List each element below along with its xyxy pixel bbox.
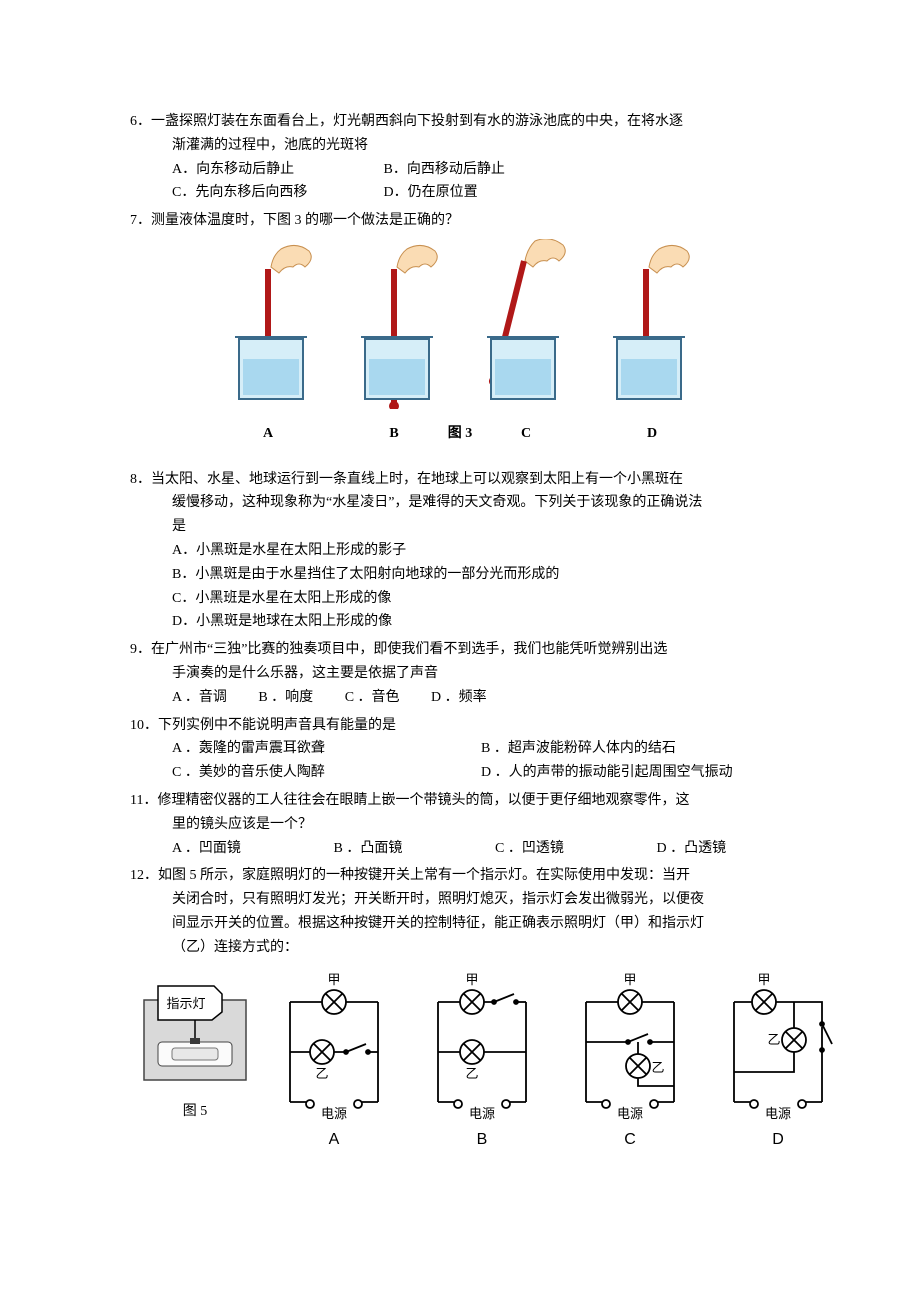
q9-stem-2: 手演奏的是什么乐器，这主要是依据了声音 bbox=[130, 662, 790, 686]
q8-option-c: C．小黑班是水星在太阳上形成的像 bbox=[130, 587, 790, 611]
question-7: 7．测量液体温度时，下图 3 的哪一个做法是正确的？ bbox=[130, 209, 790, 233]
svg-text:电源: 电源 bbox=[321, 1106, 347, 1121]
q9-number: 9． bbox=[130, 642, 151, 657]
q11-stem-2: 里的镜头应该是一个？ bbox=[130, 813, 790, 837]
svg-text:甲: 甲 bbox=[623, 972, 636, 987]
svg-text:乙: 乙 bbox=[651, 1060, 664, 1075]
figure-3-panel-a bbox=[221, 239, 321, 418]
q8-option-d: D．小黑斑是地球在太阳上形成的像 bbox=[130, 610, 790, 634]
q6-option-c: C．先向东移后向西移 bbox=[172, 181, 352, 205]
q11-option-c: C ．凹透镜 bbox=[495, 837, 625, 861]
question-6: 6．一盏探照灯装在东面看台上，灯光朝西斜向下投射到有水的游泳池底的中央，在将水逐… bbox=[130, 110, 790, 205]
circuit-a: 甲 乙 电源 A bbox=[270, 972, 398, 1153]
q10-option-d: D ．人的声带的振动能引起周围空气振动 bbox=[481, 761, 790, 785]
q6-options-row2: C．先向东移后向西移 D．仍在原位置 bbox=[130, 181, 790, 205]
q8-option-b: B．小黑斑是由于水星挡住了太阳射向地球的一部分光而形成的 bbox=[130, 563, 790, 587]
question-9: 9．在广州市“三独”比赛的独奏项目中，即使我们看不到选手，我们也能凭听觉辨别出选… bbox=[130, 638, 790, 709]
figure-5-and-circuits: 指示灯 图 5 甲 乙 电源 A bbox=[130, 972, 790, 1153]
q7-stem: 测量液体温度时，下图 3 的哪一个做法是正确的？ bbox=[151, 213, 459, 228]
q11-options: A ．凹面镜 B ．凸面镜 C ．凹透镜 D ．凸透镜 bbox=[130, 837, 790, 861]
q10-stem: 下列实例中不能说明声音具有能量的是 bbox=[158, 718, 396, 733]
q9-option-a: A ．音调 bbox=[172, 686, 227, 710]
q8-stem-1: 当太阳、水星、地球运行到一条直线上时，在地球上可以观察到太阳上有一个小黑斑在 bbox=[151, 472, 683, 487]
q12-stem-3: 间显示开关的位置。根据这种按键开关的控制特征，能正确表示照明灯（甲）和指示灯 bbox=[130, 912, 790, 936]
q9-option-b: B ．响度 bbox=[258, 686, 313, 710]
q11-option-d: D ．凸透镜 bbox=[657, 837, 727, 861]
q12-stem-2: 关闭合时，只有照明灯发光；开关断开时，照明灯熄灭，指示灯会发出微弱光，以便夜 bbox=[130, 888, 790, 912]
q6-stem-2: 渐灌满的过程中，池底的光斑将 bbox=[130, 134, 790, 158]
q9-option-c: C ．音色 bbox=[345, 686, 400, 710]
svg-text:甲: 甲 bbox=[757, 972, 770, 987]
q8-option-a: A．小黑斑是水星在太阳上形成的影子 bbox=[130, 539, 790, 563]
figure-5: 指示灯 图 5 bbox=[140, 972, 250, 1125]
q9-options: A ．音调 B ．响度 C ．音色 D ．频率 bbox=[130, 686, 790, 710]
q11-option-b: B ．凸面镜 bbox=[334, 837, 464, 861]
q6-option-d: D．仍在原位置 bbox=[384, 181, 478, 205]
q8-number: 8． bbox=[130, 472, 151, 487]
q11-number: 11． bbox=[130, 793, 157, 808]
circuit-d-label: D bbox=[714, 1126, 842, 1153]
fig3-label-d: D bbox=[602, 422, 702, 446]
svg-text:乙: 乙 bbox=[315, 1066, 328, 1081]
q10-option-a: A ．轰隆的雷声震耳欲聋 bbox=[172, 737, 481, 761]
q6-options-row1: A．向东移动后静止 B．向西移动后静止 bbox=[130, 158, 790, 182]
svg-text:电源: 电源 bbox=[617, 1106, 643, 1121]
figure-3-panel-c bbox=[473, 239, 573, 418]
q11-option-a: A ．凹面镜 bbox=[172, 837, 302, 861]
q10-option-b: B ．超声波能粉碎人体内的结石 bbox=[481, 737, 790, 761]
q10-number: 10． bbox=[130, 718, 158, 733]
figure-3-panel-b bbox=[347, 239, 447, 418]
fig3-label-a: A bbox=[218, 422, 318, 446]
figure-3-panel-d bbox=[599, 239, 699, 418]
q6-number: 6． bbox=[130, 114, 151, 129]
question-11: 11．修理精密仪器的工人往往会在眼睛上嵌一个带镜头的筒，以便于更仔细地观察零件，… bbox=[130, 789, 790, 860]
svg-text:电源: 电源 bbox=[765, 1106, 791, 1121]
q12-stem-4: （乙）连接方式的： bbox=[130, 936, 790, 960]
q11-stem-1: 修理精密仪器的工人往往会在眼睛上嵌一个带镜头的筒，以便于更仔细地观察零件，这 bbox=[157, 793, 689, 808]
q6-option-b: B．向西移动后静止 bbox=[384, 158, 505, 182]
fig5-pointer-label: 指示灯 bbox=[166, 996, 205, 1011]
svg-text:乙: 乙 bbox=[465, 1066, 478, 1081]
question-8: 8．当太阳、水星、地球运行到一条直线上时，在地球上可以观察到太阳上有一个小黑斑在… bbox=[130, 468, 790, 635]
q10-options: A ．轰隆的雷声震耳欲聋 B ．超声波能粉碎人体内的结石 C ．美妙的音乐使人陶… bbox=[130, 737, 790, 785]
q6-option-a: A．向东移动后静止 bbox=[172, 158, 352, 182]
q12-stem-1: 如图 5 所示，家庭照明灯的一种按键开关上常有一个指示灯。在实际使用中发现：当开 bbox=[158, 868, 690, 883]
question-12: 12．如图 5 所示，家庭照明灯的一种按键开关上常有一个指示灯。在实际使用中发现… bbox=[130, 864, 790, 959]
q6-stem-1: 一盏探照灯装在东面看台上，灯光朝西斜向下投射到有水的游泳池底的中央，在将水逐 bbox=[151, 114, 683, 129]
circuit-b: 甲 乙 电源 B bbox=[418, 972, 546, 1153]
circuit-c-label: C bbox=[566, 1126, 694, 1153]
circuit-d: 甲 乙 电源 D bbox=[714, 972, 842, 1153]
fig3-label-c: C bbox=[476, 422, 576, 446]
circuit-c: 甲 乙 电源 C bbox=[566, 972, 694, 1153]
q8-stem-2: 缓慢移动，这种现象称为“水星凌日”，是难得的天文奇观。下列关于该现象的正确说法 bbox=[130, 491, 790, 515]
question-10: 10．下列实例中不能说明声音具有能量的是 A ．轰隆的雷声震耳欲聋 B ．超声波… bbox=[130, 714, 790, 785]
circuit-a-label: A bbox=[270, 1126, 398, 1153]
fig3-label-b: B bbox=[344, 422, 444, 446]
q12-number: 12． bbox=[130, 868, 158, 883]
svg-text:乙: 乙 bbox=[767, 1032, 780, 1047]
fig5-caption: 图 5 bbox=[140, 1100, 250, 1124]
q7-number: 7． bbox=[130, 213, 151, 228]
q9-stem-1: 在广州市“三独”比赛的独奏项目中，即使我们看不到选手，我们也能凭听觉辨别出选 bbox=[151, 642, 667, 657]
q9-option-d: D ．频率 bbox=[431, 686, 487, 710]
svg-text:甲: 甲 bbox=[465, 972, 478, 987]
q10-option-c: C ．美妙的音乐使人陶醉 bbox=[172, 761, 481, 785]
q8-stem-3: 是 bbox=[130, 515, 790, 539]
circuit-b-label: B bbox=[418, 1126, 546, 1153]
svg-text:电源: 电源 bbox=[469, 1106, 495, 1121]
figure-3: A B 图 3 C D bbox=[130, 239, 790, 446]
svg-text:甲: 甲 bbox=[327, 972, 340, 987]
